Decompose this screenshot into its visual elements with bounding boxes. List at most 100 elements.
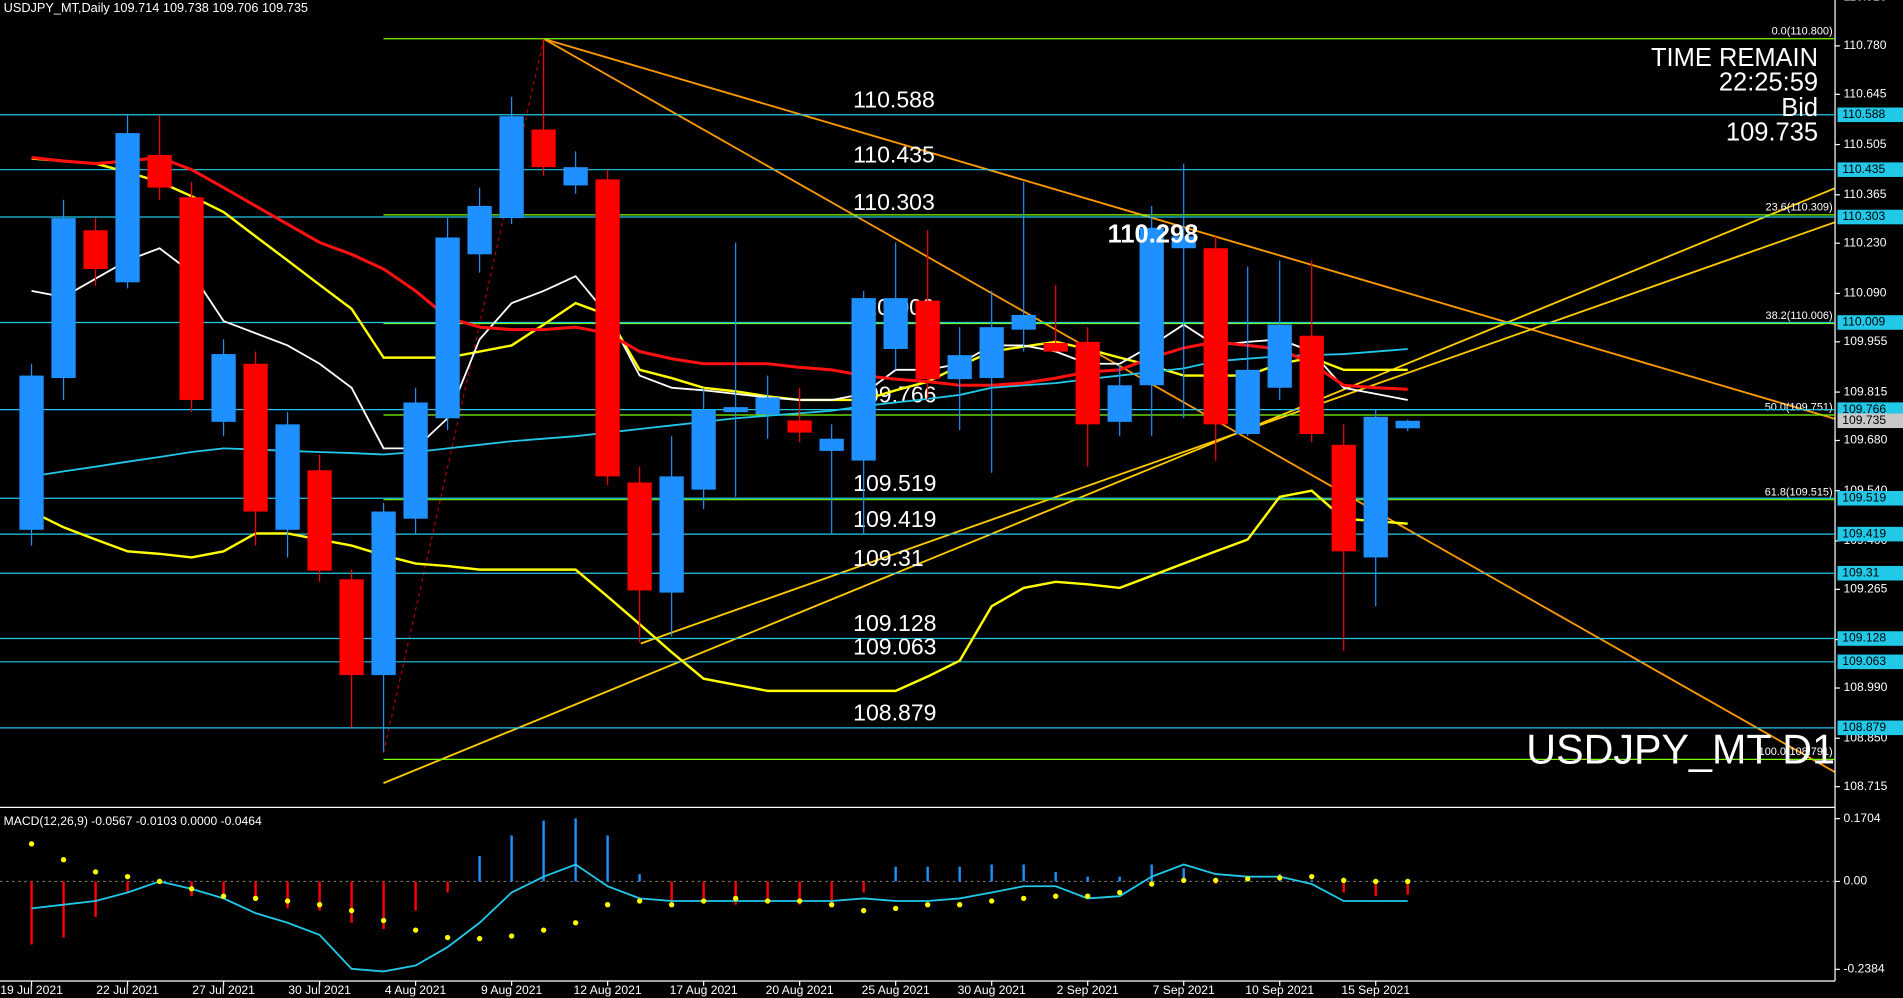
y-tick-label: 109.955 [1844,334,1888,348]
x-tick-label: 20 Aug 2021 [766,983,834,997]
level-label: 108.879 [853,700,936,726]
signal-dot [668,902,675,908]
level-axis-label: 110.588 [1842,107,1885,121]
signal-dot [380,917,387,924]
candle-body [1139,227,1164,386]
candle-body [851,298,876,461]
candle-body [755,397,780,415]
level-label: 110.303 [853,189,935,215]
signal-dot [284,898,291,904]
fib-label: 61.8(109.515) [1765,486,1833,498]
indicator-line [31,489,1408,693]
level-axis-box [1837,107,1903,123]
x-tick-label: 22 Jul 2021 [96,983,159,997]
candle-body [467,205,492,255]
signal-dot [860,907,867,914]
y-tick-label: 109.265 [1844,582,1888,596]
signal-dot [892,905,899,912]
level-axis-label: 110.009 [1842,315,1885,329]
signal-dot [188,886,195,892]
signal-dot [156,878,163,885]
candle-body [1043,342,1068,352]
signal-dot [508,933,515,939]
candle-body [243,363,268,512]
y-tick-label: 108.990 [1844,680,1888,694]
x-tick-label: 10 Sep 2021 [1245,983,1314,997]
level-axis-label: 109.063 [1842,654,1886,668]
candle-body [1075,341,1100,425]
fib-label: 23.6(110.309) [1766,201,1833,213]
signal-dot [316,902,323,908]
signal-dot [1053,893,1059,899]
bid-axis-label: 109.735 [1842,413,1886,427]
level-label: 109.063 [853,634,936,660]
candle-body [883,298,908,350]
x-tick-label: 25 Aug 2021 [862,983,930,997]
level-axis-label: 110.435 [1842,162,1885,176]
level-label: 109.519 [853,470,936,496]
level-axis-box [1837,654,1903,670]
candle-body [1331,444,1356,552]
x-tick-label: 2 Sep 2021 [1057,983,1119,997]
signal-dot [348,907,355,914]
candle-body [1011,314,1036,330]
signal-dot [700,898,707,904]
bid-axis-box [1837,413,1903,429]
level-axis-box [1837,315,1903,330]
signal-dot [1405,878,1411,885]
level-axis-label: 109.766 [1842,402,1886,416]
candle-body [371,511,396,676]
y-tick-label: 0.00 [1844,874,1868,888]
signal-dot [60,857,67,863]
x-tick-label: 19 Jul 2021 [0,983,63,997]
signal-dot [1341,877,1347,884]
x-tick-label: 27 Jul 2021 [192,983,255,997]
signal-dot [540,927,547,933]
level-axis-label: 109.519 [1842,490,1886,504]
x-tick-label: 30 Jul 2021 [288,983,351,997]
candle-body [435,237,460,419]
candle-body [211,354,236,422]
fib-base-line [382,38,545,753]
candle-body [339,579,364,676]
level-axis-box [1837,720,1903,736]
candle-body [563,167,588,186]
signal-dot [956,902,963,908]
level-label: 109.128 [853,610,936,636]
candle-body [531,129,556,168]
signal-dot [732,895,739,902]
signal-dot [1213,877,1219,884]
level-axis-box [1837,402,1903,417]
info-text: Bid [1781,94,1818,122]
y-tick-label: 109.815 [1844,384,1888,398]
signal-dot [444,934,451,941]
peak-annotation: 110.298 [1108,220,1199,248]
trend-line [543,38,1836,773]
macd-line [31,863,1408,973]
level-axis-label: 109.128 [1842,631,1886,645]
signal-dot [1117,889,1123,896]
level-label: 110.435 [853,141,935,167]
y-tick-label: 109.680 [1844,433,1888,447]
candle-body [691,409,716,490]
y-tick-label: 110.916 [1844,0,1887,3]
signal-dot [220,893,227,899]
candle-body [147,154,172,188]
candle-body [979,327,1004,379]
level-axis-label: 109.31 [1842,565,1879,579]
signal-dot [28,841,35,847]
signal-dot [924,902,931,908]
y-tick-label: 110.645 [1844,87,1887,101]
candle-body [51,218,76,379]
candle-body [1203,248,1228,425]
indicator-line [31,155,1408,391]
signal-dot [1245,876,1251,882]
info-text: 22:25:59 [1719,69,1818,97]
x-tick-label: 12 Aug 2021 [574,983,642,997]
macd-title: MACD(12,26,9) -0.0567 -0.0103 0.0000 -0.… [4,814,262,828]
x-tick-label: 17 Aug 2021 [670,983,738,997]
chart-title: USDJPY_MT,Daily 109.714 109.738 109.706 … [4,0,308,15]
indicator-line [31,157,1408,402]
candle-body [595,179,620,477]
signal-dot [796,898,803,904]
